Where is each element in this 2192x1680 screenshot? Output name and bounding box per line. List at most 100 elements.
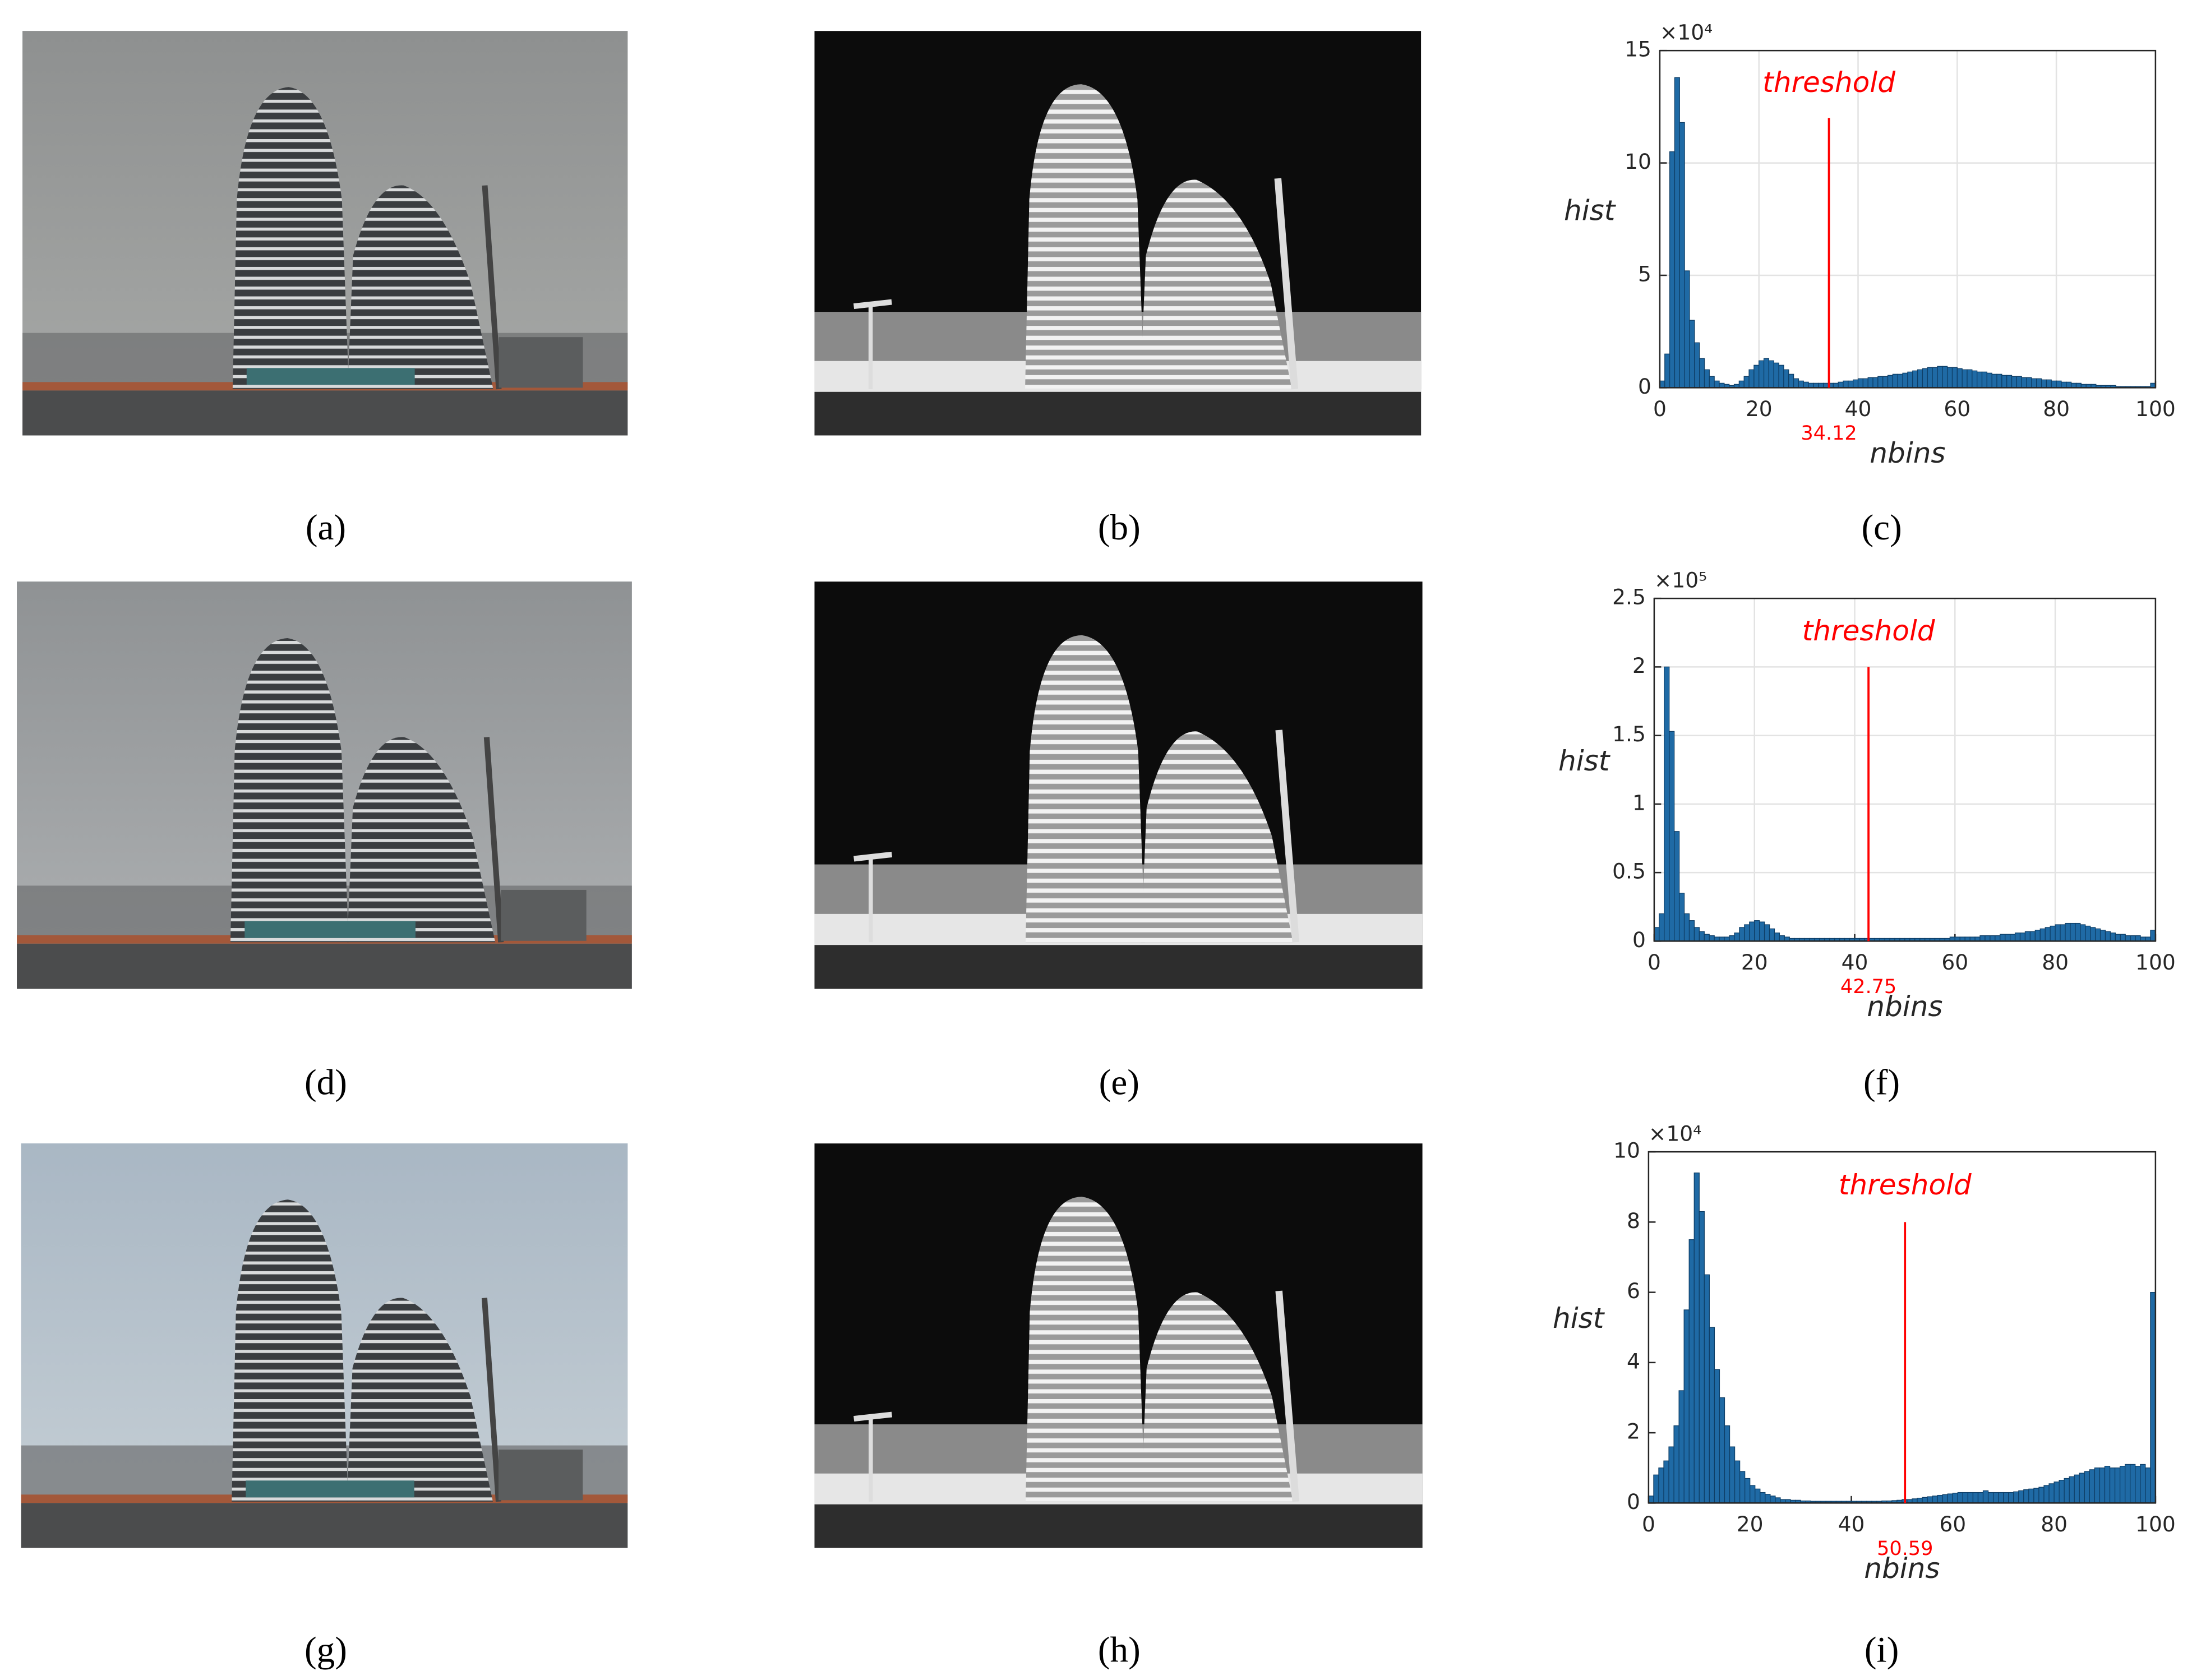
x-tick-label: 20 <box>1741 950 1768 975</box>
bar <box>1745 1478 1751 1503</box>
caption: (f) <box>1863 1062 1900 1102</box>
bar <box>1719 1397 1725 1503</box>
x-tick-label: 0 <box>1642 1512 1655 1536</box>
bar <box>1764 924 1770 941</box>
y-tick-label: 0 <box>1627 1489 1640 1514</box>
multiplier: ×10⁴ <box>1660 20 1713 45</box>
bar <box>1753 364 1760 389</box>
bar <box>1957 1492 1963 1503</box>
bar <box>2056 380 2062 389</box>
bar <box>1986 372 1992 389</box>
caption: (b) <box>1098 507 1141 548</box>
bar <box>1998 1492 2004 1503</box>
bar <box>1763 358 1770 389</box>
axes-box <box>1659 49 2157 389</box>
bar <box>1693 1173 1700 1503</box>
y-tick-label: 6 <box>1627 1279 1640 1303</box>
x-tick-label: 60 <box>1944 396 1971 421</box>
bar <box>1755 1488 1761 1503</box>
bar <box>1932 1496 1938 1503</box>
bar <box>1996 373 2002 389</box>
y-tick-label: 1.5 <box>1612 722 1646 746</box>
bar <box>1664 666 1670 941</box>
bar <box>1788 373 1794 389</box>
bar <box>1750 1485 1756 1503</box>
y-tick-label: 10 <box>1625 149 1651 174</box>
bar <box>1995 935 2001 941</box>
x-tick-label: 60 <box>1939 1512 1966 1536</box>
photo-b <box>814 31 1421 435</box>
plot-area <box>1659 50 2156 388</box>
x-tick-label: 40 <box>1838 1512 1865 1536</box>
bar <box>2036 378 2042 389</box>
bar <box>1887 375 1894 389</box>
bar <box>1897 373 1903 389</box>
bar <box>1972 370 1978 389</box>
y-tick-label: 0 <box>1638 374 1651 399</box>
bar <box>2008 1492 2014 1503</box>
bar <box>1803 381 1809 389</box>
bar <box>2039 928 2046 941</box>
bar <box>2014 933 2021 941</box>
bar <box>1759 921 1765 941</box>
bar <box>1734 933 1740 941</box>
bar <box>1946 367 1953 389</box>
bar <box>2034 930 2041 941</box>
bar <box>2090 927 2096 941</box>
bar <box>1664 353 1670 389</box>
bar <box>2060 924 2066 941</box>
bar <box>2130 1464 2136 1503</box>
bar <box>1688 920 1695 941</box>
y-tick-label: 2 <box>1632 653 1646 678</box>
bar <box>2084 1471 2090 1503</box>
multiplier: ×10⁵ <box>1654 568 1707 593</box>
x-tick-label: 100 <box>2135 950 2176 975</box>
bar <box>1749 921 1755 941</box>
x-axis-label: nbins <box>1864 1552 1940 1585</box>
bar <box>1882 376 1889 389</box>
bar <box>1704 369 1710 389</box>
bar <box>1679 122 1685 389</box>
bar <box>2085 925 2091 941</box>
bar <box>2029 931 2036 941</box>
x-tick-label: 20 <box>1746 396 1773 421</box>
x-tick-label: 100 <box>2135 1512 2176 1536</box>
bar <box>1962 1492 1969 1503</box>
bar <box>1759 360 1765 389</box>
bar <box>2115 934 2121 941</box>
bar <box>1699 358 1705 389</box>
bar <box>1917 1497 1923 1503</box>
bar <box>2051 380 2057 389</box>
x-tick-label: 80 <box>2041 1512 2068 1536</box>
x-tick-label: 40 <box>1845 396 1872 421</box>
threshold-value: 34.12 <box>1801 422 1857 445</box>
y-tick-label: 2.5 <box>1612 585 1646 610</box>
y-tick-label: 4 <box>1627 1349 1640 1373</box>
histogram: 0 5 10 15 0 20 40 60 80 100 threshold 34.12 ×10⁴ hist… <box>1564 20 2176 470</box>
bar <box>1987 1492 1994 1503</box>
x-tick-label: 40 <box>1842 950 1868 975</box>
bar <box>2033 1488 2039 1503</box>
x-tick-label: 100 <box>2135 396 2176 421</box>
bar <box>1768 360 1774 389</box>
bar <box>2026 377 2032 389</box>
bar <box>2028 1488 2034 1503</box>
bar <box>1967 369 1973 389</box>
bar <box>1942 1494 1948 1503</box>
bar <box>1704 1274 1710 1503</box>
bar <box>2114 1467 2121 1503</box>
y-tick-label: 10 <box>1613 1138 1640 1163</box>
bar <box>2019 933 2026 941</box>
bar <box>1734 1460 1741 1503</box>
histogram: 0 0.5 1 1.5 2 2.5 0 20 40 60 80 100 threshold 42.75 ×1… <box>1558 568 2176 1023</box>
bar <box>1962 369 1968 389</box>
bar <box>1770 1496 1776 1503</box>
bar <box>2105 931 2111 941</box>
bar <box>1673 1425 1679 1503</box>
bar <box>1659 913 1665 941</box>
caption: (e) <box>1099 1062 1139 1102</box>
caption: (i) <box>1865 1630 1899 1670</box>
bar <box>1724 1425 1730 1503</box>
bar <box>1684 270 1690 389</box>
